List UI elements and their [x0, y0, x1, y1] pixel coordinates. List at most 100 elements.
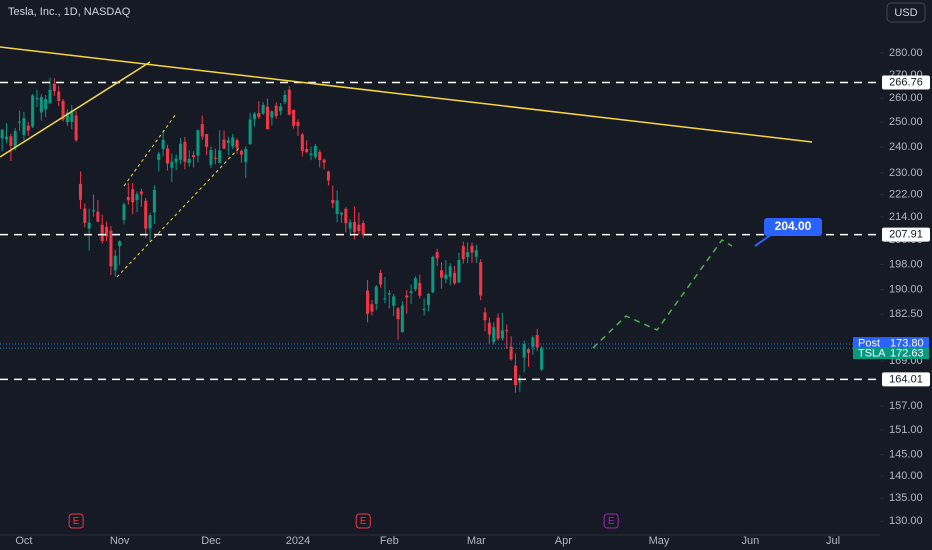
candle-body [309, 153, 313, 156]
event-label: E [73, 516, 80, 527]
candle-body [474, 250, 478, 257]
candle-body [287, 89, 291, 115]
event-marker [68, 513, 84, 529]
candle-body [261, 104, 265, 114]
candle-body [470, 245, 474, 253]
candle-body [118, 241, 122, 247]
level-label: 266.76 [889, 76, 923, 88]
y-tick-label: 140.00 [889, 470, 923, 482]
y-tick-label: 260.00 [889, 92, 923, 104]
candle-body [48, 89, 52, 104]
candle-body [318, 151, 322, 161]
candle-body [283, 94, 287, 103]
candle-body [57, 91, 61, 101]
x-tick-label: Feb [380, 535, 399, 547]
projection-path [592, 239, 733, 349]
candle-body [209, 150, 213, 165]
candle-body [374, 286, 378, 304]
axis-overlay: 266.76 207.91 164.01 Post 173.80 TSLA 172.63 [853, 75, 930, 387]
candle-body [413, 278, 417, 290]
candle-body [152, 189, 156, 213]
candle-body [126, 196, 130, 201]
candle-body [305, 148, 309, 153]
candle-body [39, 96, 43, 113]
event-label: E [608, 516, 615, 527]
candle-body [457, 260, 461, 283]
candle-body [453, 272, 457, 284]
candle-body [257, 112, 261, 118]
candle-body [5, 136, 9, 140]
candle-body [226, 140, 230, 144]
candle-body [87, 222, 91, 229]
candle-body [109, 230, 113, 267]
candle-body [392, 296, 396, 306]
candle-body [387, 293, 391, 295]
y-tick-label: 157.00 [889, 400, 923, 412]
y-tick-label: 280.00 [889, 47, 923, 59]
candle-body [200, 124, 204, 137]
candle-body [292, 109, 296, 126]
candle-body [74, 115, 78, 141]
callout-label: 204.00 [775, 219, 812, 233]
candle-body [9, 136, 13, 146]
candle-body [70, 110, 74, 122]
y-tick-label: 230.00 [889, 167, 923, 179]
candle-body [270, 111, 274, 118]
candle-body [52, 83, 56, 92]
candle-body [448, 266, 452, 277]
x-tick-label: Apr [555, 535, 572, 547]
x-tick-label: Jun [741, 535, 759, 547]
candle-body [409, 291, 413, 293]
candle-body [526, 349, 531, 353]
candle-body [248, 119, 252, 144]
candle-body [165, 148, 169, 164]
price-tag-name: TSLA [858, 348, 886, 360]
y-tick-label: 198.00 [889, 258, 923, 270]
candle-body [344, 208, 348, 224]
candle-body [331, 199, 335, 204]
x-tick-label: Nov [110, 535, 130, 547]
y-tick-label: 130.00 [889, 515, 923, 527]
plot: 280.00270.00260.00250.00240.00230.00222.… [0, 47, 923, 547]
candle-body [31, 95, 35, 127]
level-label: 164.01 [889, 373, 923, 385]
level-tag [882, 75, 930, 90]
candle-body [361, 223, 365, 235]
candle-body [496, 317, 500, 339]
candle-body [300, 134, 304, 152]
candle-body [92, 209, 96, 211]
candle-body [205, 134, 209, 147]
candle-body [326, 171, 330, 181]
candle-body [187, 158, 191, 164]
currency-label[interactable]: USD [894, 7, 917, 19]
candle-body [313, 145, 317, 157]
candle-body [44, 98, 48, 110]
candle-body [500, 330, 504, 339]
candle-body [418, 282, 422, 296]
candle-body [131, 189, 135, 203]
currency-button[interactable] [886, 2, 926, 23]
y-tick-label: 145.00 [889, 448, 923, 460]
candle-body [244, 148, 248, 163]
candle-body [13, 131, 17, 148]
candle-body [22, 118, 26, 135]
callout-box [764, 218, 822, 236]
candle-body [518, 381, 522, 383]
candle-body [348, 222, 352, 229]
candle-body [487, 322, 491, 335]
event-marker [603, 513, 619, 529]
x-tick-label: May [649, 535, 670, 547]
trend-line [0, 61, 151, 158]
candle-body [252, 113, 256, 120]
candle-body [135, 194, 139, 201]
price-tag [853, 347, 929, 360]
candle-body [379, 272, 383, 285]
candle-body [266, 106, 270, 130]
candle-body [426, 293, 430, 305]
candle-body [444, 274, 448, 279]
candle-body [18, 121, 22, 123]
x-tick-label: Mar [467, 535, 486, 547]
y-tick-label: 190.00 [889, 284, 923, 296]
price-tag-name: Post [858, 337, 880, 349]
candle-body [479, 262, 483, 296]
